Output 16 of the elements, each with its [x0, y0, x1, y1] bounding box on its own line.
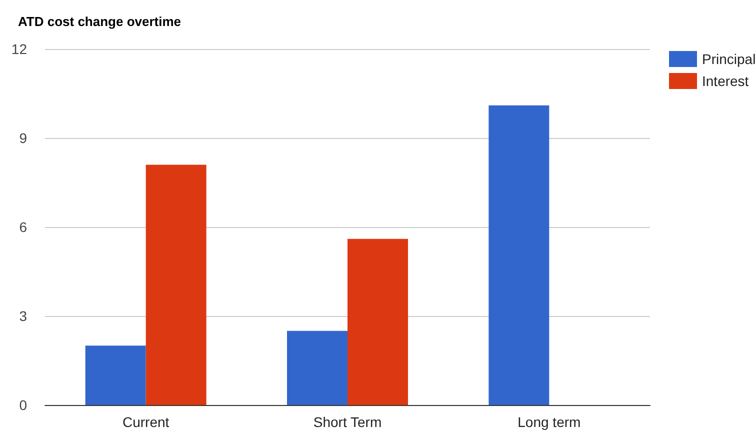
- legend-label: Principal: [702, 51, 756, 67]
- bar: [348, 238, 408, 405]
- y-tick-label: 9: [19, 130, 28, 146]
- bar: [146, 164, 206, 405]
- legend-label: Interest: [702, 73, 749, 89]
- bar: [287, 330, 348, 405]
- y-tick-label: 12: [11, 41, 28, 57]
- bar: [85, 346, 146, 405]
- y-tick-label: 6: [19, 219, 28, 235]
- bar: [488, 105, 550, 405]
- y-tick-label: 0: [19, 397, 28, 413]
- x-tick-label: Short Term: [313, 414, 382, 430]
- chart-title: ATD cost change overtime: [18, 14, 182, 29]
- y-tick-label: 3: [19, 308, 28, 324]
- x-tick-label: Long term: [518, 414, 581, 430]
- x-tick-label: Current: [122, 414, 170, 430]
